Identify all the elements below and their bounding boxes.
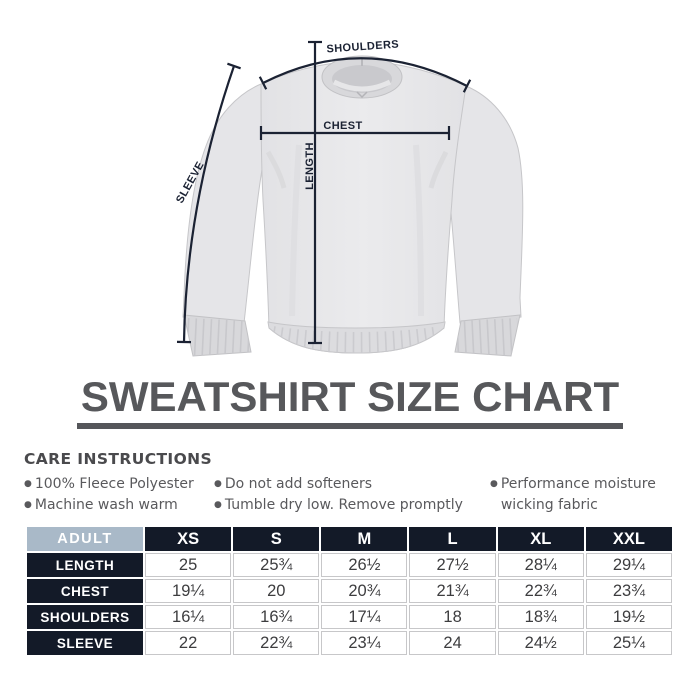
care-item-text: Machine wash warm [34, 497, 178, 513]
care-item: ● Tumble dry low. Remove promptly [214, 495, 463, 516]
measurement-lines [176, 40, 472, 345]
care-item-text: Performance moisture wicking fabric [500, 476, 656, 513]
size-col-header-s: S [233, 527, 320, 551]
size-col-header-m: M [321, 527, 408, 551]
table-corner-adult: ADULT [27, 527, 143, 551]
collar-notch [356, 91, 368, 99]
size-value-cell: 24½ [497, 631, 584, 655]
size-value-cell: 22 [145, 631, 232, 655]
size-value-cell: 26½ [321, 553, 408, 577]
row-label-length: LENGTH [27, 553, 143, 577]
fold-shading [413, 144, 424, 317]
size-value-cell: 19½ [585, 605, 672, 629]
fold-shading [289, 144, 302, 317]
right-cuff-ribbing [456, 318, 519, 356]
care-instructions-heading: CARE INSTRUCTIONS [24, 450, 213, 468]
care-item: ● Machine wash warm [24, 495, 194, 516]
care-column-3: ● Performance moisture wicking fabric [490, 474, 676, 516]
bullet-icon: ● [24, 479, 32, 489]
sweatshirt-illustration [182, 55, 524, 357]
bullet-icon: ● [214, 500, 222, 510]
row-label-shoulders: SHOULDERS [27, 605, 143, 629]
care-column-1: ● 100% Fleece Polyester ● Machine wash w… [24, 474, 194, 516]
size-value-cell: 16¼ [145, 605, 232, 629]
care-column-2: ● Do not add softeners ● Tumble dry low.… [214, 474, 463, 516]
measure-cap [258, 76, 268, 90]
size-value-cell: 19¼ [145, 579, 232, 603]
care-item: ● Performance moisture wicking fabric [490, 474, 676, 516]
size-value-cell: 22¾ [233, 631, 320, 655]
size-value-cell: 17¼ [321, 605, 408, 629]
measure-cap [462, 79, 472, 93]
left-sleeve [182, 83, 266, 324]
size-value-cell: 18¾ [497, 605, 584, 629]
size-value-cell: 23¼ [321, 631, 408, 655]
length-label: LENGTH [304, 142, 316, 190]
care-item: ● 100% Fleece Polyester [24, 474, 194, 495]
bullet-icon: ● [214, 479, 222, 489]
size-value-cell: 27½ [409, 553, 496, 577]
collar-front-edge [332, 79, 392, 92]
title-block: SWEATSHIRT SIZE CHART [0, 372, 700, 429]
size-value-cell: 23¾ [585, 579, 672, 603]
size-value-cell: 29¼ [585, 553, 672, 577]
row-label-chest: CHEST [27, 579, 143, 603]
size-value-cell: 24 [409, 631, 496, 655]
measure-cap [227, 62, 241, 70]
size-value-cell: 22¾ [497, 579, 584, 603]
size-value-cell: 20¾ [321, 579, 408, 603]
row-label-sleeve: SLEEVE [27, 631, 143, 655]
size-table: ADULT XS S M L XL XXL LENGTH 25 25¾ 26½ … [27, 527, 672, 655]
size-col-header-xs: XS [145, 527, 232, 551]
size-value-cell: 25¼ [585, 631, 672, 655]
sweatshirt-diagram: SHOULDERS CHEST LENGTH SLEEVE [174, 38, 524, 357]
size-value-cell: 21¾ [409, 579, 496, 603]
shoulders-label: SHOULDERS [326, 38, 399, 55]
care-item-text: Do not add softeners [224, 476, 373, 492]
size-col-header-xl: XL [497, 527, 584, 551]
bullet-icon: ● [24, 500, 32, 510]
care-item-text: Tumble dry low. Remove promptly [224, 497, 463, 513]
shoulders-measure-line [262, 57, 468, 87]
left-cuff-ribbing [186, 318, 251, 356]
size-col-header-xxl: XXL [585, 527, 672, 551]
size-value-cell: 25¾ [233, 553, 320, 577]
size-col-header-l: L [409, 527, 496, 551]
armpit-shading [265, 150, 287, 189]
armpit-shading [428, 150, 449, 189]
bullet-icon: ● [490, 479, 498, 489]
care-item: ● Do not add softeners [214, 474, 463, 495]
sleeve-measure-line [182, 65, 236, 343]
care-item-text: 100% Fleece Polyester [34, 476, 194, 492]
size-value-cell: 28¼ [497, 553, 584, 577]
size-value-cell: 16¾ [233, 605, 320, 629]
size-value-cell: 18 [409, 605, 496, 629]
page-title: SWEATSHIRT SIZE CHART [80, 373, 620, 420]
chest-label: CHEST [323, 120, 362, 132]
size-value-cell: 25 [145, 553, 232, 577]
title-underline [77, 423, 623, 429]
size-value-cell: 20 [233, 579, 320, 603]
